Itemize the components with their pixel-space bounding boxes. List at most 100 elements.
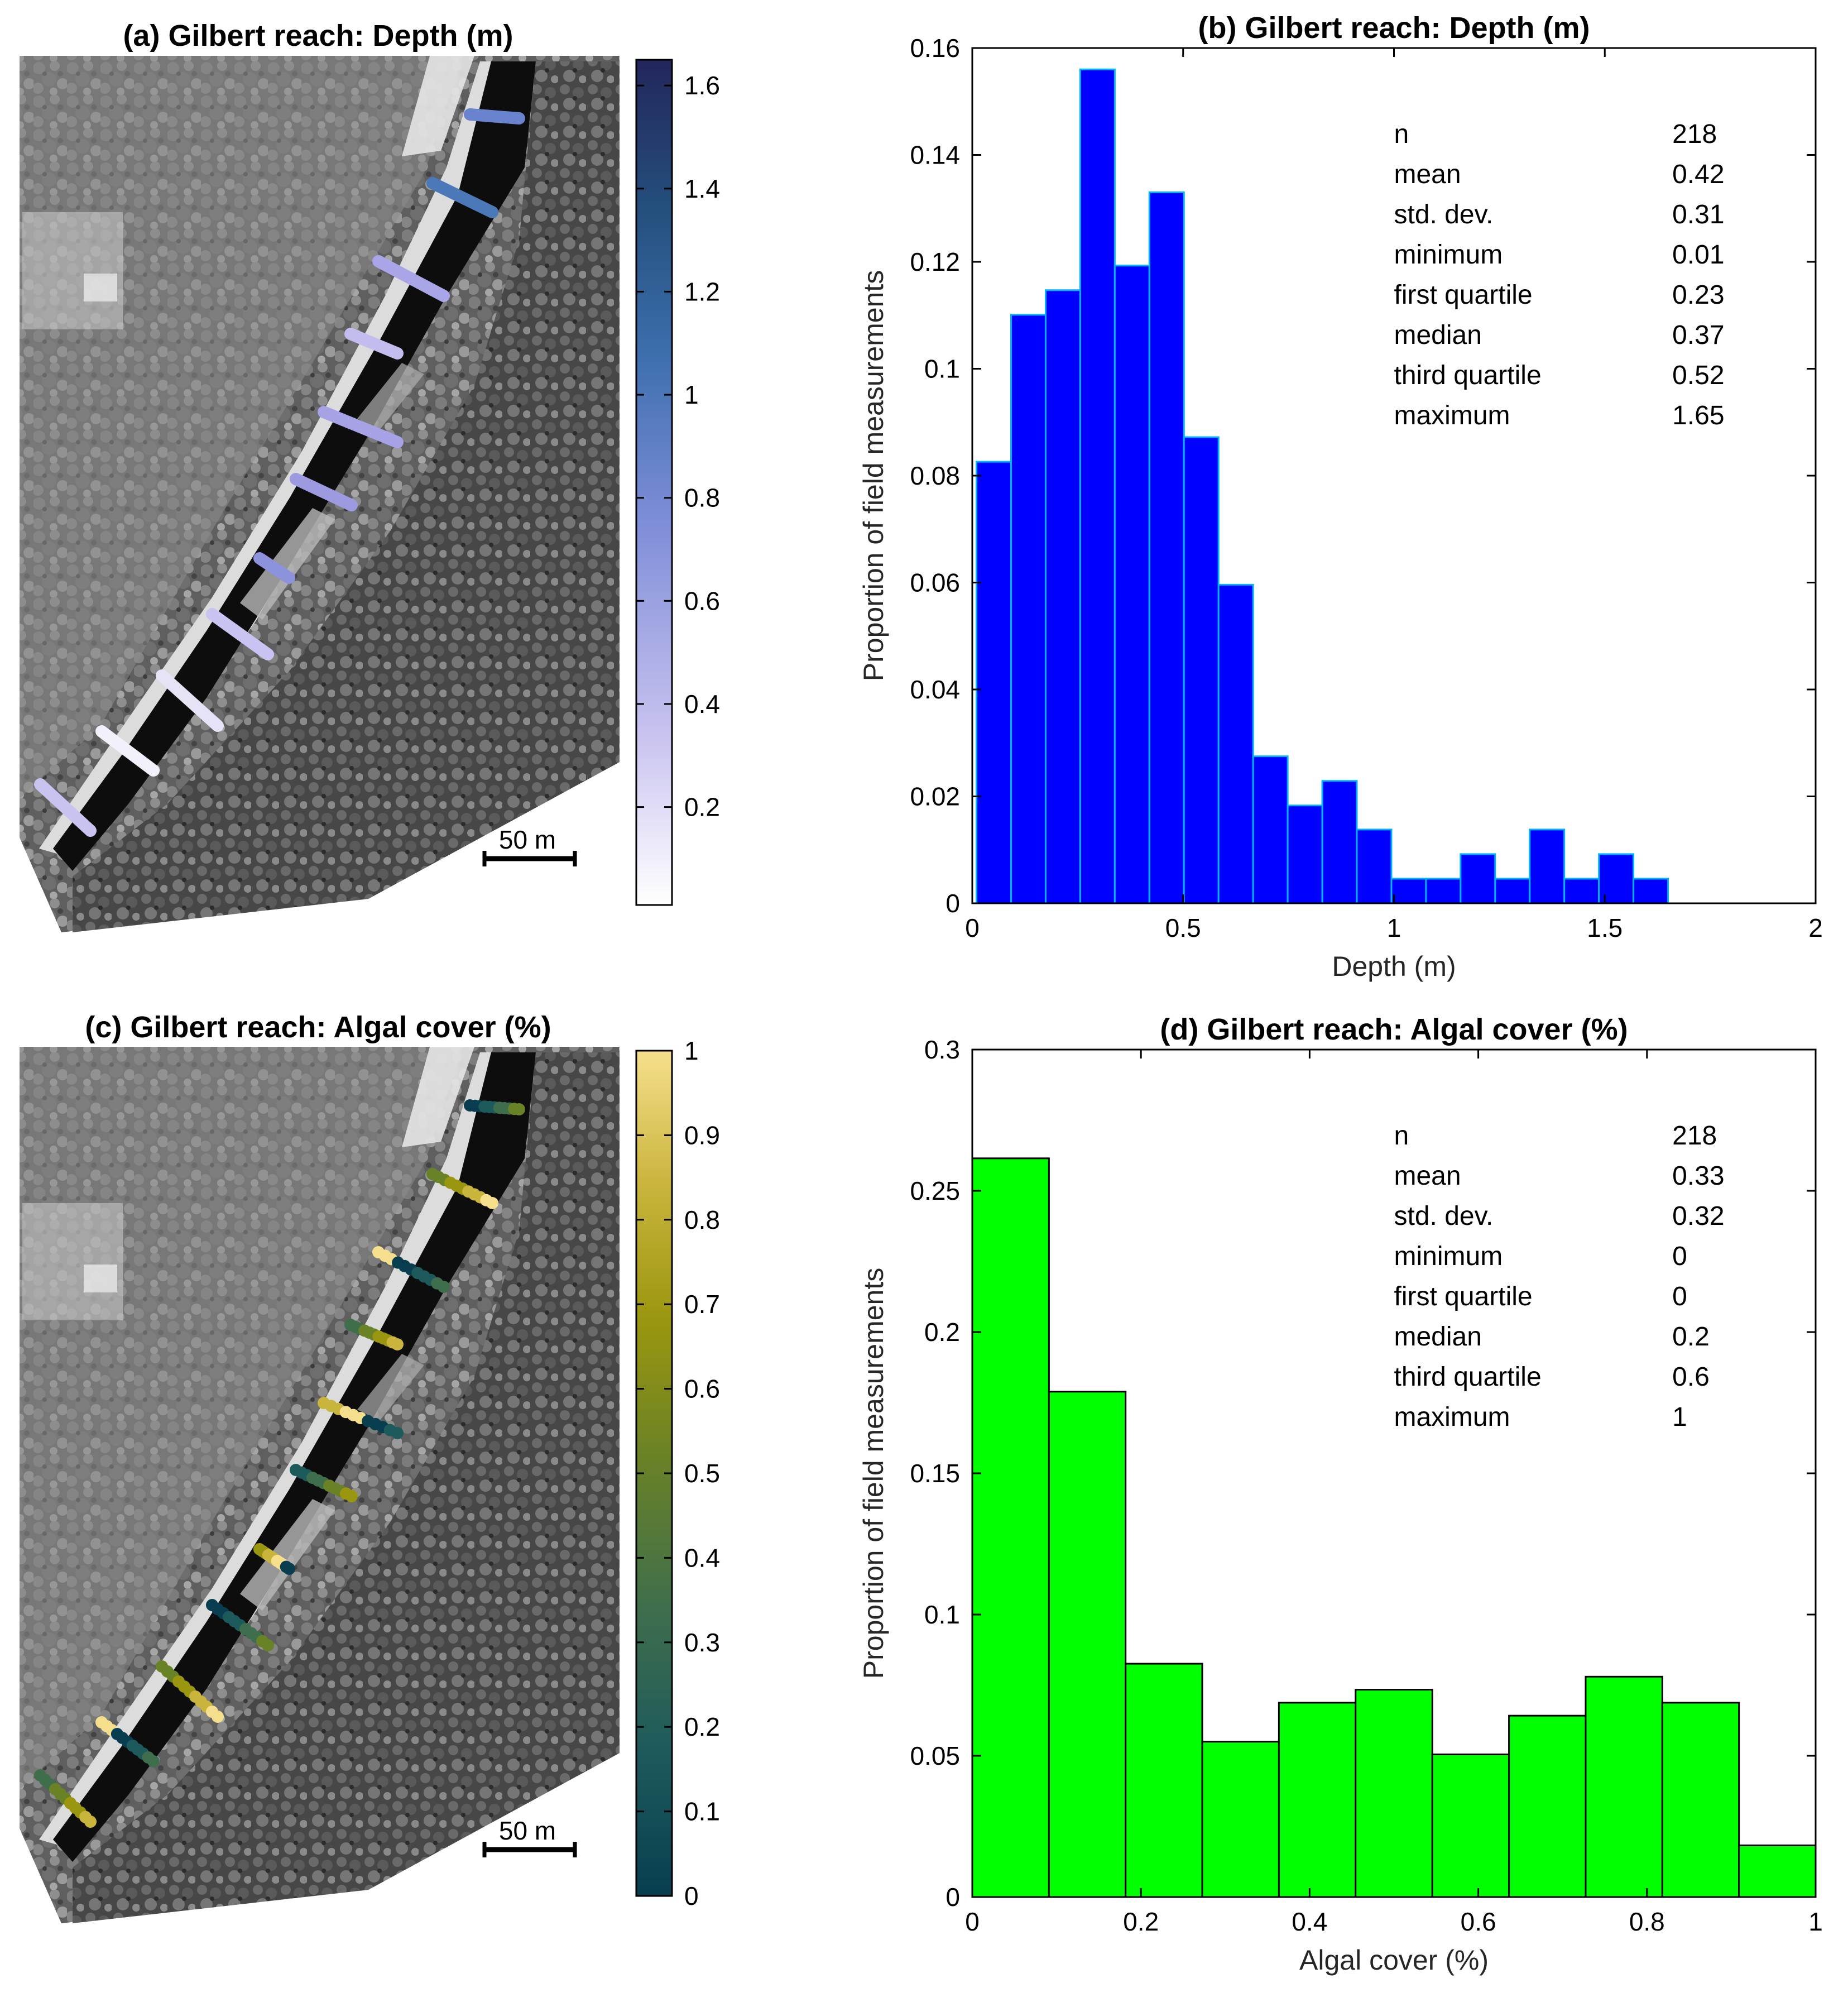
depth-scale-bar-label: 50 m <box>499 825 556 854</box>
panel-c-algal-map: (c) Gilbert reach: Algal cover (%) 50 m … <box>20 1010 720 1923</box>
algal-hist-stat-label: first quartile <box>1394 1282 1533 1311</box>
depth-hist-stat-label: first quartile <box>1394 280 1533 310</box>
algal-hist-stat-label: mean <box>1394 1161 1461 1191</box>
depth-colorbar-bar <box>635 59 673 906</box>
depth-hist-bar <box>1494 878 1531 904</box>
depth-hist-bar <box>1287 804 1323 904</box>
algal-transect-point <box>391 1427 404 1439</box>
algal-hist-stat-value: 218 <box>1672 1121 1717 1151</box>
algal-hist-bar <box>1201 1741 1280 1898</box>
depth-hist-stat-value: 0.37 <box>1672 320 1724 350</box>
algal-hist-ytick-label: 0 <box>945 1883 960 1912</box>
algal-hist-bar <box>1431 1753 1510 1898</box>
depth-colorbar-ticks: 0.2 0.4 0.6 0.8 1 1.2 1.4 1.6 <box>636 71 720 822</box>
algal-colorbar-ticks: 0 0.1 0.2 0.3 0.4 0.5 0.6 0.7 0.8 0.9 1 <box>636 1036 720 1910</box>
algal-colorbar-tick-label: 0.9 <box>684 1120 720 1150</box>
algal-hist-xtick-label: 1 <box>1808 1907 1823 1936</box>
algal-hist-xtick-label: 0.2 <box>1123 1907 1159 1936</box>
algal-colorbar-tick-label: 0.1 <box>684 1797 720 1826</box>
depth-hist-ytick-label: 0.02 <box>910 782 960 811</box>
depth-hist-ytick-label: 0.14 <box>910 141 960 170</box>
algal-colorbar-tick-label: 1 <box>684 1036 699 1065</box>
algal-transect-point <box>486 1197 498 1209</box>
depth-hist-stat-label: median <box>1394 320 1482 350</box>
depth-hist-bar <box>1183 436 1220 904</box>
depth-scale-bar: 50 m <box>482 825 577 866</box>
algal-colorbar-tick-label: 0.5 <box>684 1459 720 1488</box>
depth-map-title: (a) Gilbert reach: Depth (m) <box>123 19 513 52</box>
algal-map-title: (c) Gilbert reach: Algal cover (%) <box>85 1010 551 1044</box>
algal-hist-bar <box>1585 1675 1663 1898</box>
algal-transect-point <box>391 1338 404 1350</box>
depth-colorbar-tick-label: 1.6 <box>684 71 720 100</box>
depth-hist-bar <box>1010 314 1047 904</box>
algal-hist-ylabel: Proportion of field measurements <box>858 1268 889 1679</box>
algal-hist-ytick-label: 0.25 <box>910 1176 960 1205</box>
depth-hist-bar <box>1148 191 1185 904</box>
depth-hist-xlabel: Depth (m) <box>1332 951 1456 982</box>
depth-hist-bar <box>1217 583 1254 904</box>
depth-transect <box>372 255 450 302</box>
algal-hist-stat-value: 0.32 <box>1672 1201 1724 1231</box>
algal-transects <box>34 1099 525 1828</box>
algal-hist-ytick-label: 0.3 <box>924 1035 960 1064</box>
depth-hist-stat-value: 0.31 <box>1672 200 1724 229</box>
depth-hist-ytick-label: 0.1 <box>924 355 960 384</box>
algal-hist-stat-value: 0 <box>1672 1282 1687 1311</box>
depth-hist-bar <box>1044 289 1081 904</box>
depth-colorbar-tick-label: 1.4 <box>684 174 720 203</box>
algal-hist-bar <box>1738 1844 1817 1898</box>
algal-hist-xtick-label: 0.8 <box>1629 1907 1665 1936</box>
algal-transect-point <box>262 1639 274 1651</box>
algal-hist-stat-label: std. dev. <box>1394 1201 1494 1231</box>
algal-colorbar-tick-label: 0.8 <box>684 1205 720 1234</box>
algal-hist-bar <box>971 1157 1050 1898</box>
depth-transect <box>344 328 404 360</box>
algal-hist-stat-value: 0 <box>1672 1242 1687 1271</box>
algal-transect-point <box>283 1563 295 1575</box>
depth-hist-bar <box>1460 853 1496 904</box>
depth-transect <box>156 669 224 732</box>
depth-colorbar: 0.2 0.4 0.6 0.8 1 1.2 1.4 1.6 <box>635 59 720 906</box>
algal-hist-xtick-label: 0.6 <box>1461 1907 1496 1936</box>
depth-colorbar-tick-label: 0.4 <box>684 689 720 719</box>
algal-hist-stat-label: median <box>1394 1322 1482 1352</box>
algal-hist-title: (d) Gilbert reach: Algal cover (%) <box>1160 1013 1628 1046</box>
algal-hist-ytick-label: 0.1 <box>924 1600 960 1629</box>
algal-hist-stat-label: maximum <box>1394 1402 1510 1432</box>
algal-hist-xtick-label: 0 <box>965 1907 980 1936</box>
algal-colorbar-tick-label: 0 <box>684 1881 699 1910</box>
panel-a-depth-map: (a) Gilbert reach: Depth (m) 50 m 0.2 0.4… <box>20 19 720 932</box>
algal-hist-stat-label: third quartile <box>1394 1362 1542 1392</box>
algal-scale-bar: 50 m <box>482 1816 577 1857</box>
algal-hist-bar <box>1048 1391 1127 1898</box>
depth-transect <box>318 406 404 448</box>
depth-hist-ytick-label: 0 <box>945 889 960 918</box>
depth-hist-bar <box>1321 780 1358 904</box>
depth-hist-ytick-label: 0.06 <box>910 568 960 597</box>
depth-transect <box>464 108 525 124</box>
depth-hist-stat-label: std. dev. <box>1394 200 1494 229</box>
depth-transect <box>290 473 358 511</box>
depth-colorbar-tick-label: 1.2 <box>684 277 720 306</box>
algal-hist-stat-label: minimum <box>1394 1242 1503 1271</box>
depth-hist-xtick-label: 1.5 <box>1587 913 1623 942</box>
depth-hist-bar <box>1079 68 1116 904</box>
depth-hist-title: (b) Gilbert reach: Depth (m) <box>1198 11 1590 45</box>
algal-hist-stat-value: 0.33 <box>1672 1161 1724 1191</box>
algal-histogram: (d) Gilbert reach: Algal cover (%) 0 0.2 0.… <box>858 1013 1823 1976</box>
depth-hist-xtick-label: 0 <box>965 913 980 942</box>
algal-scale-bar-label: 50 m <box>499 1816 556 1845</box>
algal-transect-point <box>212 1711 224 1723</box>
depth-hist-stat-value: 0.52 <box>1672 361 1724 390</box>
depth-colorbar-tick-label: 1 <box>684 380 699 409</box>
depth-hist-stat-label: third quartile <box>1394 361 1542 390</box>
algal-colorbar-tick-label: 0.3 <box>684 1628 720 1657</box>
algal-colorbar: 0 0.1 0.2 0.3 0.4 0.5 0.6 0.7 0.8 0.9 1 <box>635 1036 720 1910</box>
depth-hist-stat-label: n <box>1394 119 1409 149</box>
depth-hist-stat-value: 0.42 <box>1672 160 1724 189</box>
algal-transect-point <box>513 1103 525 1115</box>
depth-hist-stat-value: 218 <box>1672 119 1717 149</box>
algal-transect-point <box>147 1755 160 1768</box>
depth-colorbar-tick-label: 0.6 <box>684 586 720 615</box>
